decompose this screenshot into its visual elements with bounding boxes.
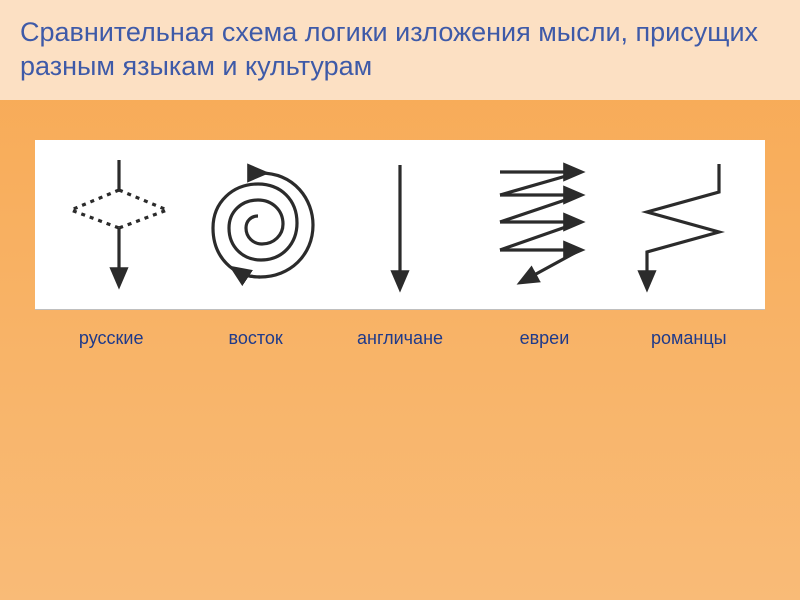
label-romance: романцы [617,328,761,349]
labels-row: русские восток англичане евреи романцы [35,328,765,349]
figure-russians [49,148,189,301]
figure-east [189,148,329,301]
slide-title: Сравнительная схема логики изложения мыс… [20,16,780,84]
english-icon [360,150,440,300]
figure-jews [470,148,610,301]
diagram-row [35,140,765,310]
russians-icon [59,150,179,300]
title-block: Сравнительная схема логики изложения мыс… [0,0,800,100]
figure-english [330,148,470,301]
figure-wrap: русские восток англичане евреи романцы [35,140,765,349]
jews-icon [480,150,600,300]
label-english: англичане [328,328,472,349]
label-jews: евреи [472,328,616,349]
slide: Сравнительная схема логики изложения мыс… [0,0,800,600]
romance-icon [621,150,741,300]
east-icon [195,150,325,300]
label-russians: русские [39,328,183,349]
label-east: восток [183,328,327,349]
figure-romance [611,148,751,301]
